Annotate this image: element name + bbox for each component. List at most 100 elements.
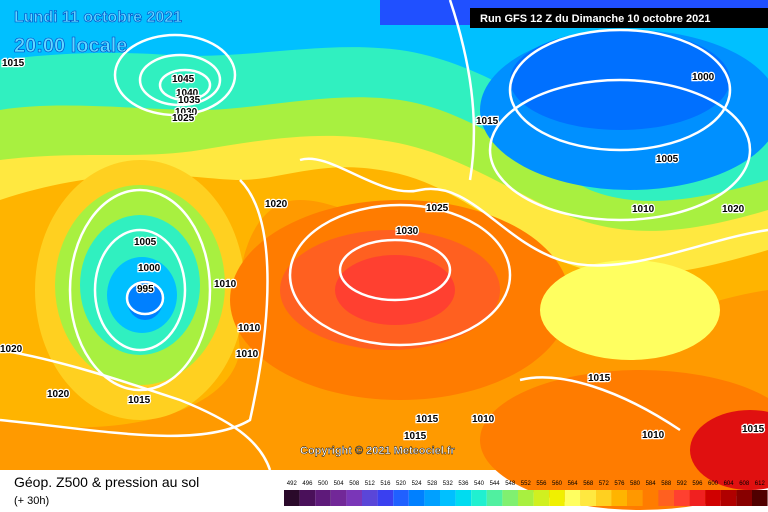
run-box [470,8,768,28]
scale-label: 548 [505,481,516,487]
isobar-label: 1010 [632,204,655,215]
scale-label: 532 [443,481,454,487]
scale-swatch [424,490,440,506]
scale-swatch [486,490,503,506]
scale-label: 512 [365,481,376,487]
scale-swatch [642,490,659,506]
isobar-label: 1000 [692,72,715,83]
isobar-label: 1015 [404,431,427,442]
scale-swatch [362,490,378,506]
isobar-label: 1025 [426,203,449,214]
scale-label: 520 [396,481,407,487]
scale-label: 608 [739,481,750,487]
isobar-label: 1015 [476,116,499,127]
isobar-label: 1020 [265,199,288,210]
isobar-label: 1015 [128,395,151,406]
scale-swatch [393,490,409,506]
scale-label: 556 [536,481,547,487]
scale-swatch [627,490,643,506]
scale-label: 560 [552,481,563,487]
scale-label: 584 [646,481,657,487]
scale-swatch [674,490,690,506]
isobar-label: 1005 [134,237,157,248]
scale-label: 504 [334,481,345,487]
isobar-label: 1030 [175,107,198,118]
scale-label: 516 [380,481,391,487]
isobar-label: 1020 [47,389,70,400]
isobar-label: 1015 [588,373,611,384]
scale-swatch [471,490,487,506]
scale-label: 564 [568,481,579,487]
scale-label: 572 [599,481,610,487]
scale-label: 552 [521,481,532,487]
scale-label: 592 [677,481,688,487]
isobar-label: 1010 [642,430,665,441]
isobar-label: 1045 [172,74,195,85]
scale-swatch [720,490,737,506]
scale-swatch [502,490,518,506]
isobar-label: 1030 [396,226,419,237]
isobar-label: 1015 [742,424,765,435]
isobar-label: 1035 [178,95,201,106]
isobar-label: 1025 [172,113,195,124]
isobar-label: 1000 [138,263,161,274]
footer-lead: (+ 30h) [14,495,49,507]
scale-label: 528 [427,481,438,487]
scale-swatch [440,490,456,506]
scale-label: 596 [692,481,703,487]
scale-swatch [284,490,300,506]
isobar-label: 1020 [722,204,745,215]
scale-swatch [564,490,581,506]
scale-swatch [611,490,628,506]
scale-label: 540 [474,481,485,487]
time: 20:00 locale [14,35,127,57]
scale-label: 580 [630,481,641,487]
isobar-label: 1015 [416,414,439,425]
scale-swatch [299,490,316,506]
isobar-label: 1040 [176,88,199,99]
scale-label: 612 [755,481,766,487]
scale-label: 492 [287,481,298,487]
date: Lundi 11 octobre 2021 [14,9,182,26]
scale-label: 576 [614,481,625,487]
scale-label: 544 [490,481,501,487]
scale-swatch [549,490,565,506]
scale-swatch [408,490,425,506]
isobar-label: 995 [137,284,154,295]
scale-swatch [315,490,331,506]
scale-swatch [580,490,596,506]
scale-swatch [377,490,394,506]
scale-swatch [518,490,534,506]
scale-label: 500 [318,481,329,487]
isobars [0,0,768,471]
run-info: Run GFS 12 Z du Dimanche 10 octobre 2021 [480,13,710,25]
scale-label: 604 [724,481,735,487]
isobar-label: 1015 [2,58,25,69]
scale-swatch [752,490,768,506]
scale-swatch [658,490,674,506]
scale-label: 496 [302,481,313,487]
scale-swatch [705,490,721,506]
scale-label: 536 [458,481,469,487]
color-scale: 492 496 500 504 508 512 516 520 524 528 532 536 540 5… [284,481,768,506]
scale-label: 524 [412,481,423,487]
isobar-label: 1010 [472,414,495,425]
footer-title: Géop. Z500 & pression au sol [14,474,199,490]
scale-swatch [346,490,362,506]
scale-swatch [330,490,347,506]
scale-swatch [533,490,550,506]
scale-label: 600 [708,481,719,487]
copyright: Copyright © 2021 Meteociel.fr [300,445,456,457]
isobar-label: 1020 [0,344,23,355]
scale-swatch [689,490,706,506]
isobar-label: 1010 [214,279,237,290]
scale-label: 508 [349,481,360,487]
scale-swatch [596,490,612,506]
scale-label: 588 [661,481,672,487]
isobar-label: 1010 [238,323,261,334]
isobar-label: 1005 [656,154,679,165]
scale-swatch [455,490,472,506]
scale-label: 568 [583,481,594,487]
